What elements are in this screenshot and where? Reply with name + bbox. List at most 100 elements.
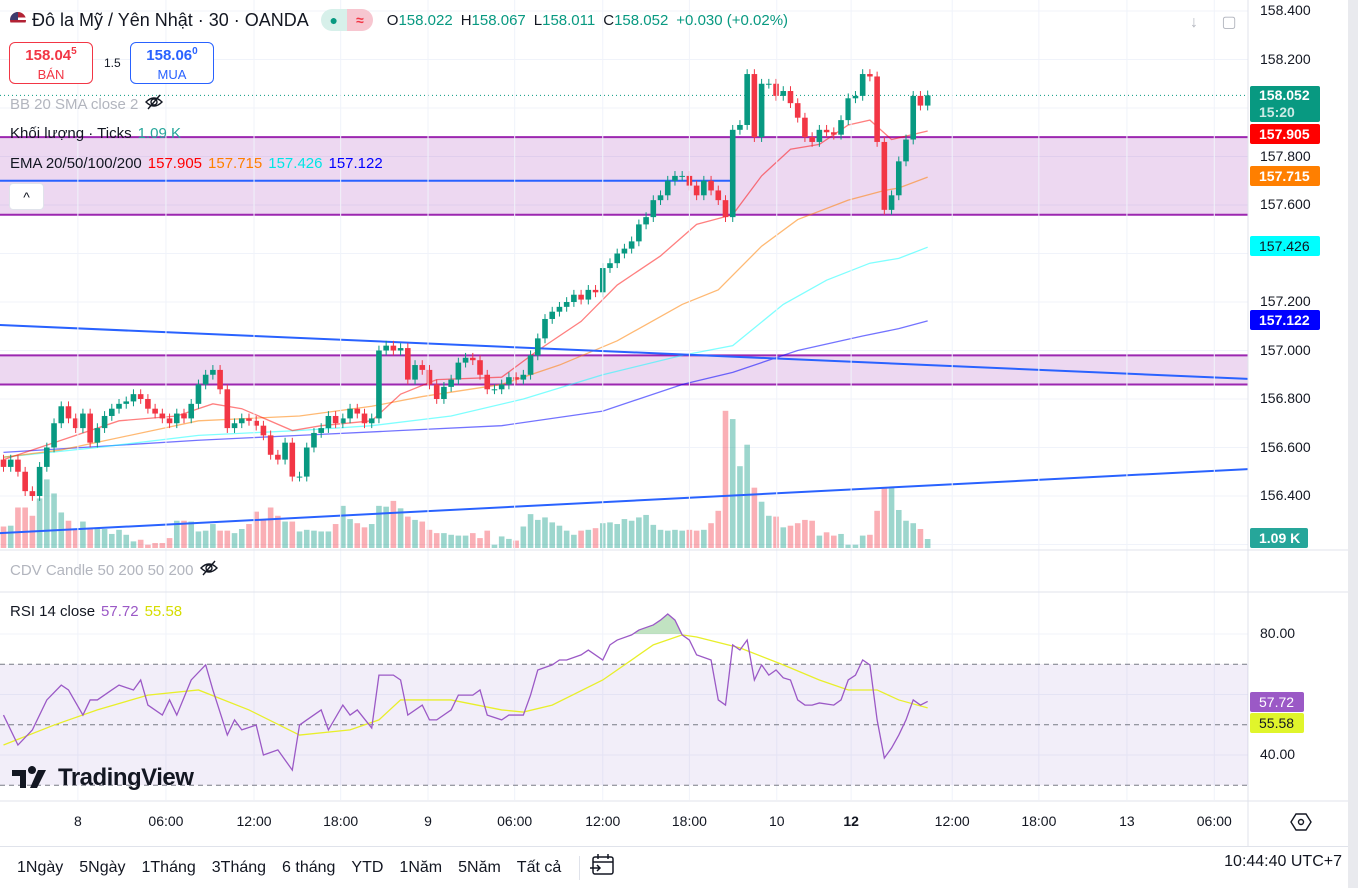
candle [794,103,801,118]
volume-bar [722,410,729,548]
candle [498,384,505,390]
volume-bar [448,534,454,548]
volume-bar [419,521,426,548]
legend-volume[interactable]: Khối lượng · Ticks 1.09 K [10,125,181,142]
status-badges[interactable]: ● ≈ [320,9,373,31]
volume-bar [758,501,765,548]
scroll-down-icon[interactable]: ↓ [1190,14,1198,31]
candle [657,195,664,201]
range-5y[interactable]: 5Năm [458,858,501,876]
volume-bar [202,530,209,548]
volume-bar [390,500,397,548]
volume-bar [534,519,541,548]
time-tick: 18:00 [1021,813,1057,829]
candle [903,139,909,162]
legend-bb[interactable]: BB 20 SMA close 2 [10,94,164,114]
candle [867,74,873,77]
tradingview-logo[interactable]: TradingView [12,764,194,792]
candle [470,357,476,361]
eye-off-icon[interactable] [199,560,219,580]
price-tick: 158.200 [1260,50,1311,67]
range-ytd[interactable]: YTD [351,858,384,876]
bottom-toolbar: 1Ngày 5Ngày 1Tháng 3Tháng 6 tháng YTD 1N… [0,846,1358,888]
candle [101,415,108,429]
volume-bar [751,487,758,548]
ema200-tag: 157.122 [1250,310,1320,330]
sell-button[interactable]: 158.045 BÁN [9,42,93,84]
chart-settings-icon[interactable] [1290,811,1312,838]
candle [109,408,115,416]
candle [744,74,750,125]
market-open-dot-icon[interactable]: ● [320,9,347,31]
volume-bar [289,521,296,548]
volume-bar [888,487,895,548]
candle [44,447,50,467]
range-1d[interactable]: 1Ngày [17,858,64,876]
volume-bar [881,487,888,548]
buy-button[interactable]: 158.060 MUA [130,42,214,84]
candle [181,413,187,419]
volume-bar [462,535,469,548]
symbol-title[interactable]: Đô la Mỹ / Yên Nhật · 30 · OANDA [32,9,309,30]
candle [354,408,361,414]
candle [253,420,259,426]
candle [383,345,389,351]
range-1y[interactable]: 1Năm [399,858,443,876]
volume-bar [145,544,151,548]
candle [852,95,859,99]
fullscreen-icon[interactable]: ▢ [1221,14,1237,31]
candle [563,302,570,307]
candle [202,374,209,385]
trend-line [0,324,1248,380]
range-3m[interactable]: 3Tháng [211,858,267,876]
range-1m[interactable]: 1Tháng [141,858,196,876]
legend-rsi[interactable]: RSI 14 close 57.72 55.58 [10,603,183,620]
volume-bar [296,531,303,548]
volume-bar [275,515,281,548]
chart-canvas[interactable] [0,0,1358,846]
volume-bar [556,525,563,548]
volume-bar [51,493,57,548]
delayed-data-icon[interactable]: ≈ [346,9,373,31]
candle [455,362,462,380]
volume-bar [397,508,404,548]
volume-bar [628,520,635,548]
candle [94,428,101,443]
clock-timezone[interactable]: 10:44:40 UTC+7 [1224,853,1342,870]
candle [152,408,158,414]
candle [441,386,447,399]
spread-value: 1.5 [104,56,121,70]
time-tick: 18:00 [323,813,359,829]
candle [859,74,866,96]
volume-bar [592,528,599,548]
ohlc-values: O158.022 H158.067 L158.011 C158.052 +0.0… [386,11,789,29]
volume-bar [542,517,548,548]
candle [874,76,880,142]
tradingview-logo-icon [12,766,46,788]
collapse-legend-button[interactable]: ^ [9,183,44,210]
candle [159,413,166,419]
legend-cdv[interactable]: CDV Candle 50 200 50 200 [10,560,219,580]
candle [484,374,491,390]
range-5d[interactable]: 5Ngày [79,858,126,876]
candle [534,338,541,356]
volume-bar [72,529,79,548]
calendar-goto-icon[interactable] [590,853,616,882]
candle [787,91,794,104]
price-tick: 156.600 [1260,438,1311,455]
volume-bar [455,535,462,548]
candle [361,413,368,424]
volume-bar [340,505,346,548]
candle [917,95,924,106]
range-6m[interactable]: 6 tháng [282,858,336,876]
eye-off-icon[interactable] [144,94,164,114]
volume-bar [852,544,859,548]
rsi-tag: 57.72 [1250,692,1304,712]
volume-bar [498,536,505,548]
candle [462,357,469,363]
legend-ema[interactable]: EMA 20/50/100/200 157.905 157.715 157.42… [10,155,383,172]
volume-bar [412,519,418,548]
range-all[interactable]: Tất cả [516,858,562,876]
volume-bar [36,498,43,548]
volume-bar [368,524,375,548]
